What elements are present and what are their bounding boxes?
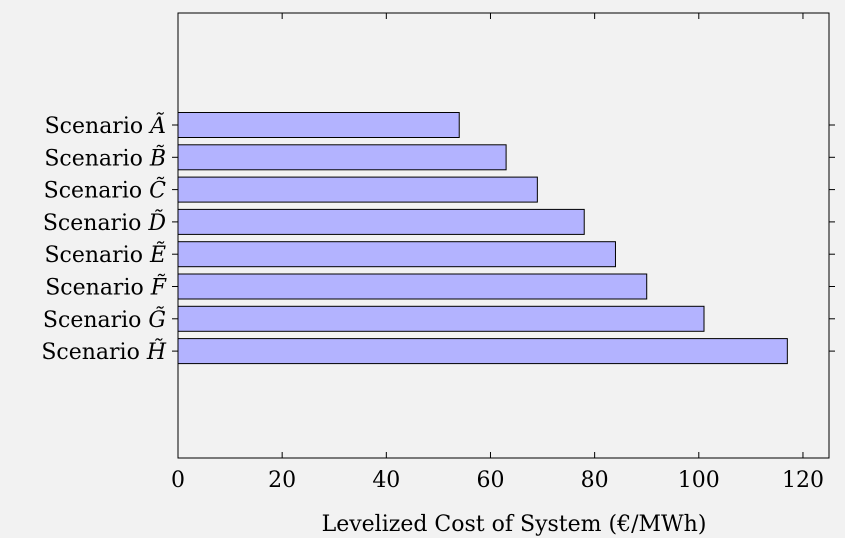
category-label-prefix: Scenario <box>45 114 151 139</box>
category-label-prefix: Scenario <box>41 340 147 365</box>
bars <box>177 112 788 365</box>
x-tick-label: 100 <box>678 468 720 493</box>
bar <box>177 241 616 268</box>
x-tick-labels: 0 20 40 60 80 100 120 <box>171 468 824 493</box>
category-label-symbol: G̃ <box>148 307 166 333</box>
category-label-prefix: Scenario <box>45 276 151 301</box>
category-label-prefix: Scenario <box>44 243 150 268</box>
category-label-prefix: Scenario <box>43 308 149 333</box>
category-label: Scenario F̃ <box>45 274 167 300</box>
plot-area-frame <box>177 12 830 459</box>
category-label-prefix: Scenario <box>44 179 150 204</box>
category-label-symbol: D̃ <box>147 210 166 236</box>
x-tick-label: 60 <box>476 468 504 493</box>
category-label: Scenario G̃ <box>43 307 166 333</box>
category-label: Scenario B̃ <box>44 145 166 171</box>
bar <box>177 144 507 171</box>
x-tick-label: 20 <box>268 468 296 493</box>
category-label-symbol: F̃ <box>150 274 167 300</box>
x-tick-label: 0 <box>171 468 185 493</box>
category-label-prefix: Scenario <box>43 211 149 236</box>
category-label-symbol: B̃ <box>149 145 166 171</box>
category-label-symbol: Ã <box>148 111 166 139</box>
x-axis-label: Levelized Cost of System (€/MWh) <box>322 512 707 537</box>
category-label: Scenario Ã <box>45 111 166 139</box>
bar <box>177 112 460 138</box>
category-label-symbol: C̃ <box>149 178 166 204</box>
category-label: Scenario D̃ <box>43 210 167 236</box>
category-label-prefix: Scenario <box>44 146 150 171</box>
plot-frame <box>177 12 830 459</box>
bar <box>177 273 648 300</box>
bar <box>177 176 538 203</box>
category-label: Scenario Ẽ <box>44 240 166 268</box>
category-label-symbol: H̃ <box>146 339 167 365</box>
axis-ticks <box>172 13 835 458</box>
x-tick-label: 40 <box>372 468 400 493</box>
category-label-symbol: Ẽ <box>149 240 166 268</box>
category-label: Scenario H̃ <box>41 339 167 365</box>
x-tick-label: 120 <box>782 468 824 493</box>
bar <box>177 305 705 332</box>
category-label: Scenario C̃ <box>44 178 167 204</box>
bar <box>177 208 585 235</box>
x-tick-label: 80 <box>581 468 609 493</box>
bar <box>177 338 788 365</box>
